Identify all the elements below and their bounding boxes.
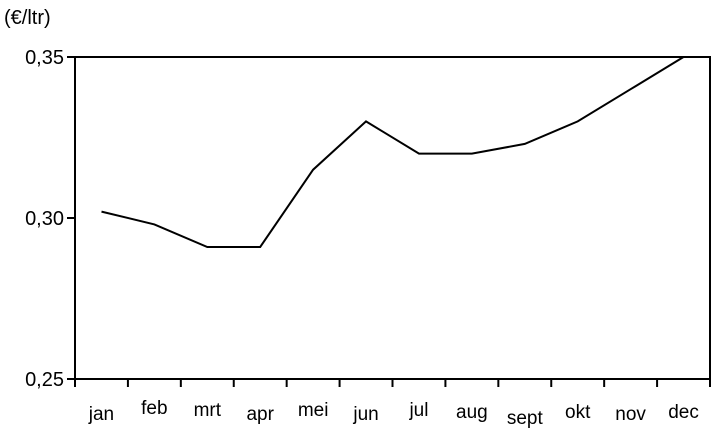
y-axis-label: (€/ltr)	[4, 7, 51, 29]
x-tick-label-dec: dec	[668, 402, 699, 423]
series-line-0	[101, 56, 685, 248]
x-tick-label-mei: mei	[298, 400, 329, 421]
x-tick-label-jun: jun	[352, 404, 378, 425]
y-tick-label: 0,30	[25, 208, 64, 230]
x-tick-label-sept: sept	[507, 408, 544, 429]
x-tick-label-okt: okt	[565, 402, 591, 423]
x-tick-label-jan: jan	[88, 404, 114, 425]
x-tick-label-aug: aug	[456, 402, 488, 423]
plot-area-frame	[74, 56, 711, 380]
x-tick-label-feb: feb	[141, 398, 167, 419]
y-tick-label: 0,35	[25, 47, 64, 69]
series-layer	[101, 56, 685, 248]
x-tick-label-nov: nov	[615, 404, 646, 425]
x-tick-label-jul: jul	[408, 400, 428, 421]
y-axis-ticks: 0,25 0,30 0,35	[25, 47, 75, 391]
x-tick-label-apr: apr	[246, 404, 274, 425]
x-tick-label-mrt: mrt	[194, 400, 222, 421]
y-tick-label: 0,25	[25, 369, 64, 391]
x-axis-ticks: jan feb mrt apr mei jun jul aug sept okt nov dec	[74, 379, 711, 429]
